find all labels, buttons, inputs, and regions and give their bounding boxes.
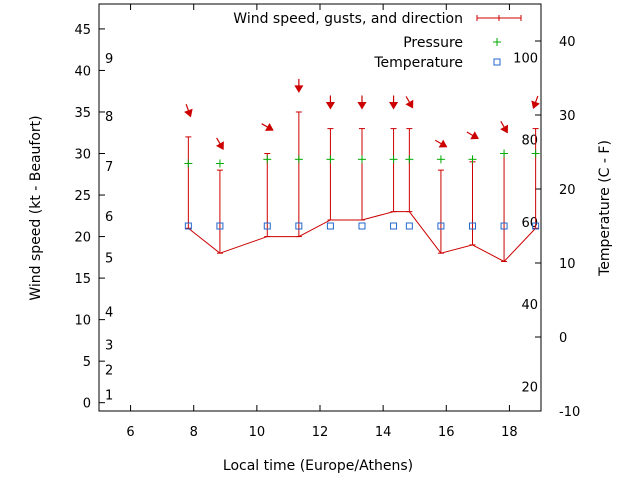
series-layer xyxy=(184,78,540,263)
fahrenheit-label: 60 xyxy=(521,216,538,231)
beaufort-label: 5 xyxy=(105,251,113,266)
wind-direction-arrowhead xyxy=(470,131,479,140)
x-tick-label: 6 xyxy=(126,425,134,440)
y-tick-label: 40 xyxy=(74,64,91,79)
y2-tick-label: -10 xyxy=(559,405,580,420)
legend: Wind speed, gusts, and direction Pressure… xyxy=(233,11,522,71)
y-tick-label: 35 xyxy=(74,106,91,121)
wind-direction-arrowhead xyxy=(531,100,540,110)
y-tick-label: 30 xyxy=(74,148,91,163)
y-tick-label: 0 xyxy=(83,397,91,412)
y-tick-label: 20 xyxy=(74,231,91,246)
fahrenheit-label: 20 xyxy=(521,380,538,395)
wind-speed-line xyxy=(188,211,536,263)
y2-tick-label: 10 xyxy=(559,257,576,272)
pressure-point xyxy=(389,155,398,164)
x-tick-label: 8 xyxy=(190,425,198,440)
axes-layer: 6 8 10 12 14 16 18051015202530354045123456789-… xyxy=(74,4,580,440)
y-axis-label: Wind speed (kt - Beaufort) xyxy=(28,115,44,300)
pressure-point xyxy=(215,159,224,168)
wind-direction-arrowhead xyxy=(184,108,193,118)
pressure-point xyxy=(531,149,540,158)
fahrenheit-label: 80 xyxy=(521,134,538,149)
temperature-point xyxy=(532,222,540,230)
legend-label: Wind speed, gusts, and direction xyxy=(233,11,463,27)
wind-direction-arrowhead xyxy=(389,102,399,110)
temperature-point xyxy=(216,222,224,230)
x-tick-label: 10 xyxy=(249,425,266,440)
temperature-point xyxy=(184,222,192,230)
y2-tick-label: 30 xyxy=(559,109,576,124)
pressure-point xyxy=(294,155,303,164)
temperature-point xyxy=(500,222,508,230)
beaufort-label: 4 xyxy=(105,305,113,320)
y-tick-label: 10 xyxy=(74,314,91,329)
y-tick-label: 25 xyxy=(74,189,91,204)
beaufort-label: 9 xyxy=(105,52,113,67)
pressure-point xyxy=(500,149,509,158)
y-tick-label: 45 xyxy=(74,23,91,38)
wind-direction-arrowhead xyxy=(265,123,274,131)
x-tick-label: 18 xyxy=(501,425,518,440)
temperature-point xyxy=(468,222,476,230)
x-tick-label: 12 xyxy=(312,425,329,440)
temperature-point xyxy=(405,222,413,230)
y-tick-label: 5 xyxy=(83,355,91,370)
wind-direction-arrowhead xyxy=(357,102,367,110)
y2-tick-label: 0 xyxy=(559,331,567,346)
fahrenheit-label: 40 xyxy=(521,298,538,313)
pressure-point xyxy=(326,155,335,164)
wind-direction-arrowhead xyxy=(215,141,224,151)
pressure-point xyxy=(263,155,272,164)
legend-symbol-temperature xyxy=(493,58,501,66)
temperature-point xyxy=(263,222,271,230)
x-tick-label: 16 xyxy=(438,425,455,440)
wind-direction-arrowhead xyxy=(438,139,448,148)
x-tick-label: 14 xyxy=(375,425,392,440)
y2-tick-label: 20 xyxy=(559,183,576,198)
temperature-point xyxy=(390,222,398,230)
wind-direction-arrowhead xyxy=(294,85,304,93)
temperature-point xyxy=(295,222,303,230)
beaufort-label: 7 xyxy=(105,160,113,175)
beaufort-label: 2 xyxy=(105,363,113,378)
pressure-point xyxy=(436,155,445,164)
pressure-point xyxy=(357,155,366,164)
legend-label: Pressure xyxy=(403,35,463,51)
wind-direction-arrowhead xyxy=(500,124,509,134)
legend-label: Temperature xyxy=(373,55,463,71)
beaufort-label: 1 xyxy=(105,388,113,403)
beaufort-label: 8 xyxy=(105,110,113,125)
y2-axis-label: Temperature (C - F) xyxy=(597,140,613,277)
temperature-point xyxy=(326,222,334,230)
pressure-point xyxy=(184,159,193,168)
wind-direction-arrowhead xyxy=(405,99,414,109)
plot-frame xyxy=(98,3,542,412)
x-axis-label: Local time (Europe/Athens) xyxy=(223,458,413,474)
fahrenheit-label: 100 xyxy=(513,51,538,66)
pressure-point xyxy=(405,155,414,164)
y2-tick-label: 40 xyxy=(559,35,576,50)
pressure-point xyxy=(468,155,477,164)
beaufort-label: 3 xyxy=(105,339,113,354)
temperature-point xyxy=(358,222,366,230)
wind-direction-arrowhead xyxy=(325,102,335,110)
beaufort-label: 6 xyxy=(105,210,113,225)
temperature-point xyxy=(437,222,445,230)
y-tick-label: 15 xyxy=(74,272,91,287)
